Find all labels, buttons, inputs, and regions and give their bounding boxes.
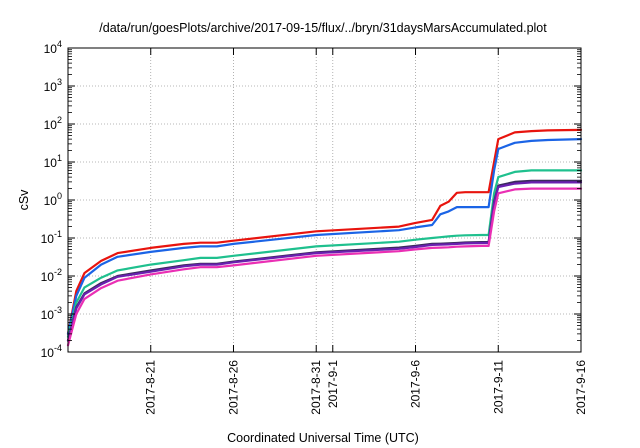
series-group: [66, 128, 583, 347]
y-axis-label: cSv: [17, 189, 31, 211]
series-line-4: [66, 179, 583, 342]
series-line-3: [66, 169, 583, 338]
x-tick-label: 2017-8-26: [226, 360, 240, 415]
y-tick-label: 101: [44, 153, 62, 170]
x-tick-label: 2017-9-11: [491, 360, 505, 414]
x-tick-label: 2017-8-21: [144, 360, 158, 415]
y-tick-label: 102: [44, 115, 62, 132]
x-tick-label: 2017-8-31: [309, 360, 323, 415]
y-tick-label: 10-4: [41, 343, 62, 360]
x-tick-label: 2017-9-1: [326, 360, 340, 408]
y-tick-label: 10-2: [41, 267, 62, 284]
series-line-6: [66, 187, 583, 347]
series-line-2: [66, 138, 583, 335]
y-axis: 10-4 10-3 10-2 10-1 100 101 102 103 104: [41, 39, 581, 360]
grid: [68, 48, 581, 352]
y-tick-label: 10-3: [41, 305, 62, 322]
chart-title: /data/run/goesPlots/archive/2017-09-15/f…: [99, 21, 547, 35]
x-tick-label: 2017-9-16: [574, 360, 588, 415]
series-line-1: [66, 128, 583, 335]
x-tick-label: 2017-9-6: [409, 360, 423, 408]
y-tick-label: 104: [44, 39, 62, 56]
x-axis-label: Coordinated Universal Time (UTC): [227, 431, 419, 445]
y-tick-label: 100: [44, 191, 62, 208]
plot-frame: [67, 47, 582, 353]
series-line-5: [66, 181, 583, 342]
y-tick-label: 103: [44, 77, 62, 94]
y-tick-label: 10-1: [41, 229, 62, 246]
x-axis: 2017-8-21 2017-8-26 2017-8-31 2017-9-1 2017-…: [144, 48, 588, 415]
